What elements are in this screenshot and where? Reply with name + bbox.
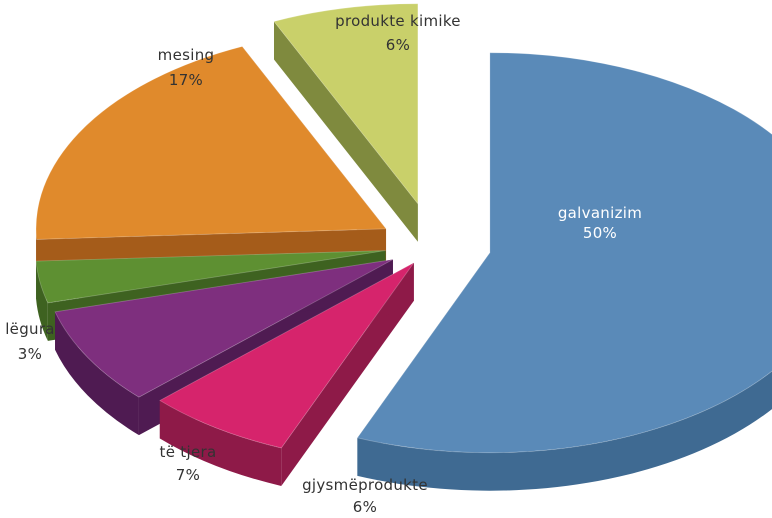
slice-galvanizim-top bbox=[356, 52, 772, 454]
label-legura: lëgura 3% bbox=[5, 320, 55, 363]
slice-gjysmeprodukte-top bbox=[159, 262, 415, 449]
slice-produkte-kimike-top bbox=[273, 3, 419, 205]
slice-label-mesing: mesing bbox=[158, 46, 215, 64]
slice-gjysmeprodukte-rim bbox=[159, 400, 282, 486]
label-galvanizim: galvanizim 50% bbox=[558, 204, 642, 242]
slice-produkte-kimike-start-wall bbox=[274, 21, 418, 242]
label-gjysmeprodukte: gjysmëprodukte 6% bbox=[302, 476, 428, 516]
slice-label-legura: lëgura bbox=[5, 320, 55, 338]
slice-value-gjysmeprodukte: 6% bbox=[353, 498, 377, 516]
pie-slices bbox=[35, 3, 772, 491]
slice-te-tjera-top bbox=[54, 259, 394, 398]
slice-legura-rim bbox=[36, 261, 48, 341]
slice-mesing-top bbox=[35, 46, 387, 240]
slice-gjysmeprodukte bbox=[159, 262, 415, 486]
slice-label-produkte-kimike: produkte kimike bbox=[335, 12, 461, 30]
slice-value-galvanizim: 50% bbox=[583, 224, 617, 242]
slice-value-produkte-kimike: 6% bbox=[386, 36, 410, 54]
label-te-tjera: të tjera 7% bbox=[160, 443, 217, 484]
slice-label-gjysmeprodukte: gjysmëprodukte bbox=[302, 476, 428, 494]
slice-te-tjera-rim bbox=[55, 311, 139, 436]
slice-galvanizim bbox=[356, 52, 772, 491]
slice-produkte-kimike bbox=[273, 3, 419, 242]
slice-value-te-tjera: 7% bbox=[176, 466, 200, 484]
slice-label-te-tjera: të tjera bbox=[160, 443, 217, 461]
slice-value-mesing: 17% bbox=[169, 71, 203, 89]
label-produkte-kimike: produkte kimike 6% bbox=[335, 12, 461, 54]
slice-legura-top bbox=[35, 250, 386, 304]
slice-label-galvanizim: galvanizim bbox=[558, 204, 642, 222]
label-mesing: mesing 17% bbox=[158, 46, 215, 89]
slice-value-legura: 3% bbox=[18, 345, 42, 363]
slice-galvanizim-rim bbox=[357, 371, 772, 491]
